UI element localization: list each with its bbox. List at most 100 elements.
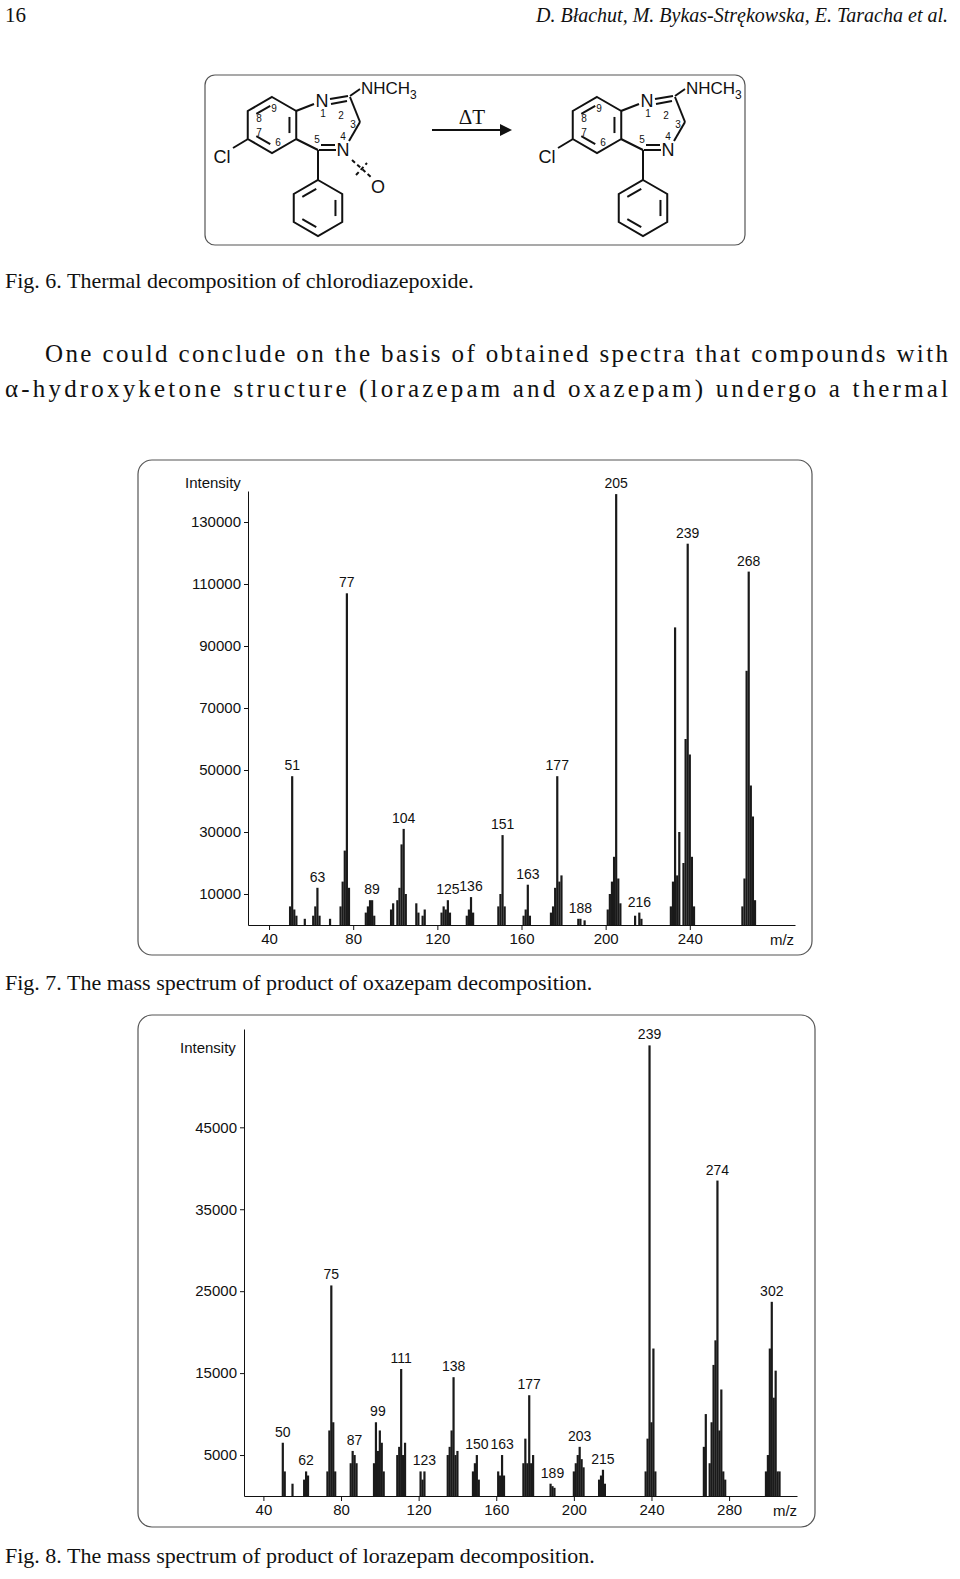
bar [775, 1371, 777, 1496]
substituent-text: NHCH [361, 79, 410, 98]
bar [400, 1369, 402, 1496]
bar [440, 913, 442, 925]
bar [419, 1471, 421, 1496]
bar [312, 916, 314, 925]
page: 16D. Błachut, M. Bykas-Strękowska, E. Ta… [0, 0, 960, 1579]
bar [654, 1471, 656, 1496]
bar [604, 1484, 606, 1496]
bar [451, 1430, 453, 1496]
peak-label: 268 [737, 553, 761, 569]
paragraph-line: α-hydroxyketone structure (lorazepam and… [5, 375, 948, 403]
bar [326, 1471, 328, 1496]
bar [417, 913, 419, 925]
x-tick: 80 [345, 925, 362, 947]
bar [497, 906, 499, 925]
bar [619, 903, 621, 925]
y-tick-label: 130000 [191, 513, 241, 530]
peak-label: 63 [310, 869, 326, 885]
bar [402, 1455, 404, 1496]
locant: 9 [596, 103, 602, 114]
bar [424, 910, 426, 926]
bar [293, 910, 295, 926]
bar [765, 1471, 767, 1496]
bar [573, 1471, 575, 1496]
bar [452, 1377, 454, 1496]
bar [689, 755, 691, 926]
peak-label: 177 [546, 757, 570, 773]
bar [611, 882, 613, 925]
bar [447, 900, 449, 925]
locant: 4 [665, 131, 671, 142]
locant: 7 [581, 127, 587, 138]
bar [398, 888, 400, 925]
phenyl-ring-inner-bond [627, 219, 641, 227]
reaction-arrow [432, 129, 506, 131]
bar [443, 906, 445, 925]
peak-label: 239 [638, 1026, 662, 1042]
bar [577, 919, 579, 925]
substituent-subscript: 3 [735, 88, 742, 102]
peak-label: 205 [604, 475, 628, 491]
bar [316, 888, 318, 925]
phenyl-ring [619, 180, 667, 236]
x-tick-label: 200 [562, 1501, 587, 1518]
locant: 7 [256, 127, 262, 138]
bar [350, 1463, 352, 1496]
bar [405, 894, 407, 925]
peak-label: 163 [516, 866, 540, 882]
bar [650, 1422, 652, 1496]
y-tick-mark [244, 832, 248, 833]
y-tick-label: 35000 [195, 1201, 237, 1218]
bar [776, 1471, 778, 1496]
y-tick-mark [244, 584, 248, 585]
bars [289, 494, 756, 925]
y-axis-line [244, 1030, 245, 1497]
bar [720, 1389, 722, 1496]
bar [552, 906, 554, 925]
bar [330, 1285, 332, 1496]
peak-labels: 5062758799111123138150163177189203215239… [275, 1026, 784, 1480]
peak-label: 62 [298, 1452, 314, 1468]
bar [778, 1471, 780, 1496]
locant: 6 [275, 137, 281, 148]
peak-label: 136 [459, 878, 483, 894]
bar [415, 903, 417, 925]
substituent: NHCH3 [361, 79, 417, 102]
bar [396, 900, 398, 925]
bar [722, 1471, 724, 1496]
locant: 5 [639, 134, 645, 145]
bar [525, 910, 527, 926]
y-tick: 25000 [195, 1282, 244, 1299]
bar [549, 1484, 551, 1496]
bond-c2-double [331, 101, 347, 104]
bar [607, 910, 609, 926]
bar [339, 906, 341, 925]
x-tick: 40 [261, 925, 278, 947]
y-tick-mark [240, 1127, 244, 1128]
bar [693, 906, 695, 925]
reaction-arrow-head [500, 124, 512, 136]
bar [685, 739, 687, 925]
bar [305, 1471, 307, 1496]
x-tick: 200 [562, 1496, 587, 1518]
y-axis-line [248, 492, 249, 926]
bar [381, 1443, 383, 1496]
x-tick-label: 160 [509, 930, 534, 947]
bar [556, 776, 558, 925]
bar [369, 900, 371, 925]
bar [554, 888, 556, 925]
bar [584, 920, 586, 925]
x-tick: 160 [509, 925, 534, 947]
peak-label: 50 [275, 1424, 291, 1440]
paragraph-line: One could conclude on the basis of obtai… [45, 340, 948, 367]
bar [530, 1463, 532, 1496]
y-tick-mark [240, 1373, 244, 1374]
benzo-ring [573, 97, 621, 153]
bar [711, 1422, 713, 1496]
bar [466, 916, 468, 925]
bond-c2 [330, 96, 348, 99]
bar [445, 910, 447, 926]
y-tick-mark [240, 1291, 244, 1292]
bar [714, 1340, 716, 1496]
bond-cl [233, 139, 248, 148]
